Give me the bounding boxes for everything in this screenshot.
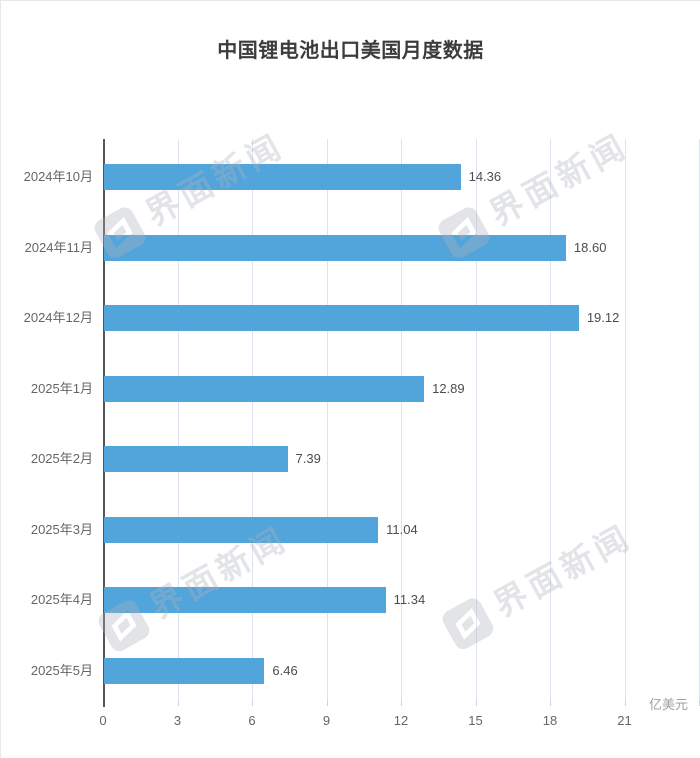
value-label: 11.04: [386, 521, 418, 537]
x-tick-label: 15: [468, 713, 483, 728]
x-tick-label: 0: [99, 713, 107, 728]
x-axis-tick: [326, 701, 328, 706]
x-tick-label: 18: [542, 713, 558, 728]
category-label: 2024年11月: [24, 239, 93, 255]
category-label: 2025年4月: [30, 592, 93, 608]
gridline: [624, 139, 626, 701]
x-axis-unit-label: 亿美元: [648, 697, 688, 712]
gridline: [326, 139, 328, 701]
watermark-text: 界面新闻: [483, 126, 635, 233]
value-label: 18.60: [573, 239, 607, 255]
bar: [104, 516, 379, 543]
x-tick-label: 12: [393, 713, 409, 728]
x-axis-tick: [624, 701, 626, 706]
category-label: 2024年12月: [23, 310, 93, 326]
x-tick-label: 9: [322, 713, 331, 728]
value-label: 6.46: [272, 662, 298, 678]
x-axis-tick: [401, 701, 402, 706]
value-label: 11.34: [393, 592, 426, 608]
x-tick-label: 3: [173, 713, 182, 728]
bar: [104, 446, 288, 473]
bar: [104, 375, 425, 402]
bar: [104, 164, 461, 190]
x-axis-tick: [550, 701, 551, 706]
gridline: [177, 139, 179, 701]
category-label: 2024年10月: [23, 169, 93, 184]
x-axis-tick: [475, 701, 477, 706]
value-label: 14.36: [468, 169, 502, 184]
gridline: [550, 139, 551, 701]
value-label: 7.39: [295, 451, 321, 467]
watermark-text: 界面新闻: [487, 517, 639, 624]
gridline: [475, 139, 477, 701]
y-axis-line: [103, 139, 105, 707]
x-axis-tick: [177, 701, 179, 706]
bar: [104, 305, 579, 332]
x-tick-label: 6: [248, 713, 256, 728]
bar: [104, 234, 566, 261]
chart-title: 中国锂电池出口美国月度数据: [217, 40, 484, 62]
x-axis-tick: [252, 701, 253, 706]
value-label: 12.89: [432, 380, 465, 396]
category-label: 2025年1月: [30, 380, 93, 396]
value-label: 19.12: [586, 310, 620, 326]
category-label: 2025年2月: [30, 451, 93, 467]
bar: [104, 587, 386, 614]
category-label: 2025年3月: [30, 521, 93, 537]
category-label: 2025年5月: [30, 662, 93, 678]
jiemian-logo-icon: [442, 598, 494, 650]
watermark: 界面新闻: [437, 514, 641, 655]
x-tick-label: 21: [617, 713, 632, 728]
gridline: [401, 139, 402, 701]
bar: [104, 657, 265, 684]
gridline: [252, 139, 253, 701]
